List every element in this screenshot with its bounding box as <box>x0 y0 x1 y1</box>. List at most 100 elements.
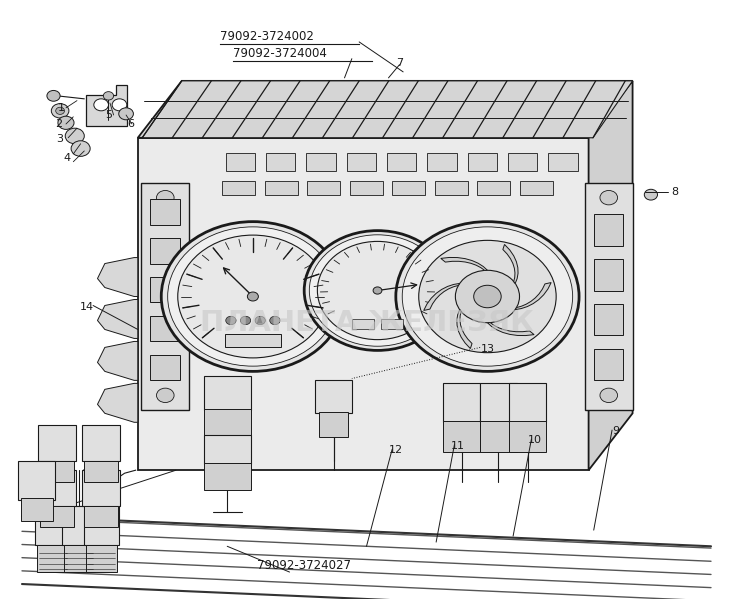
Bar <box>226 153 255 171</box>
Bar <box>508 153 537 171</box>
Circle shape <box>304 231 451 350</box>
Bar <box>443 383 480 422</box>
Text: 79092-3724027: 79092-3724027 <box>257 559 351 572</box>
Circle shape <box>270 316 280 325</box>
Text: 6: 6 <box>127 119 134 129</box>
Bar <box>443 421 480 452</box>
Bar <box>352 319 374 329</box>
Polygon shape <box>138 81 633 138</box>
Text: 2: 2 <box>55 119 62 129</box>
Circle shape <box>396 222 579 371</box>
Bar <box>594 259 623 291</box>
Bar <box>141 183 189 410</box>
Bar <box>387 153 416 171</box>
Circle shape <box>247 292 258 301</box>
Polygon shape <box>97 300 138 338</box>
Circle shape <box>157 388 174 403</box>
Polygon shape <box>457 310 472 349</box>
Text: 1: 1 <box>57 103 65 113</box>
Circle shape <box>419 240 556 353</box>
Circle shape <box>119 108 133 120</box>
Text: 7: 7 <box>396 58 403 68</box>
Bar <box>350 181 383 195</box>
Text: 3: 3 <box>56 134 64 144</box>
Bar <box>381 319 403 329</box>
Circle shape <box>157 190 174 205</box>
Bar <box>82 470 120 506</box>
Circle shape <box>47 90 60 101</box>
Circle shape <box>455 270 520 323</box>
Bar <box>477 181 510 195</box>
Polygon shape <box>97 341 138 380</box>
Bar <box>150 238 180 264</box>
Text: 13: 13 <box>480 344 495 353</box>
Bar <box>509 383 546 422</box>
Bar <box>150 277 180 302</box>
Bar <box>594 214 623 246</box>
Bar <box>21 498 53 521</box>
Text: 79092-3724002: 79092-3724002 <box>220 30 314 43</box>
Text: 79092-3724004: 79092-3724004 <box>233 47 327 60</box>
Bar <box>84 506 119 545</box>
Polygon shape <box>503 244 518 283</box>
Circle shape <box>58 116 74 129</box>
Bar <box>204 463 251 490</box>
Bar <box>62 506 97 545</box>
Circle shape <box>51 104 69 118</box>
Bar <box>84 461 118 482</box>
Bar <box>468 153 497 171</box>
Circle shape <box>65 128 84 144</box>
Circle shape <box>474 285 501 308</box>
Bar <box>585 183 633 410</box>
Bar <box>222 181 255 195</box>
Bar <box>86 545 117 572</box>
Bar <box>64 545 95 572</box>
Bar <box>265 181 298 195</box>
Polygon shape <box>138 138 589 470</box>
Text: 10: 10 <box>528 435 542 445</box>
Polygon shape <box>589 81 633 470</box>
Bar <box>427 153 457 171</box>
Bar <box>594 304 623 335</box>
Text: ПЛАНЕТА ЖЕЛЕЗЯК: ПЛАНЕТА ЖЕЛЕЗЯК <box>199 310 534 337</box>
Circle shape <box>402 227 572 366</box>
Bar <box>509 421 546 452</box>
Text: 5: 5 <box>105 110 112 120</box>
Circle shape <box>177 235 328 358</box>
Bar <box>315 380 352 413</box>
Circle shape <box>226 316 236 325</box>
Bar <box>520 181 553 195</box>
Bar <box>150 199 180 225</box>
Polygon shape <box>487 323 534 335</box>
Bar <box>319 412 348 437</box>
Circle shape <box>161 222 345 371</box>
Bar <box>18 461 55 500</box>
Circle shape <box>317 241 438 340</box>
Circle shape <box>94 99 108 111</box>
Bar <box>594 349 623 380</box>
Bar <box>40 506 74 527</box>
Bar <box>150 355 180 380</box>
Circle shape <box>600 388 617 403</box>
Polygon shape <box>441 258 487 270</box>
Circle shape <box>168 227 338 366</box>
Circle shape <box>71 141 90 156</box>
Polygon shape <box>97 383 138 422</box>
Circle shape <box>240 316 251 325</box>
Text: 9: 9 <box>612 426 619 436</box>
Bar <box>306 153 336 171</box>
Polygon shape <box>515 283 551 310</box>
Bar <box>347 153 376 171</box>
Bar <box>38 470 76 506</box>
Bar <box>40 461 74 482</box>
Circle shape <box>112 99 127 111</box>
Bar <box>480 421 517 452</box>
Bar <box>266 153 295 171</box>
Bar <box>150 316 180 341</box>
Text: 12: 12 <box>388 446 403 455</box>
Text: 14: 14 <box>79 302 94 311</box>
Text: 11: 11 <box>451 441 465 451</box>
Circle shape <box>644 189 658 200</box>
Circle shape <box>373 287 382 294</box>
Circle shape <box>56 107 65 114</box>
